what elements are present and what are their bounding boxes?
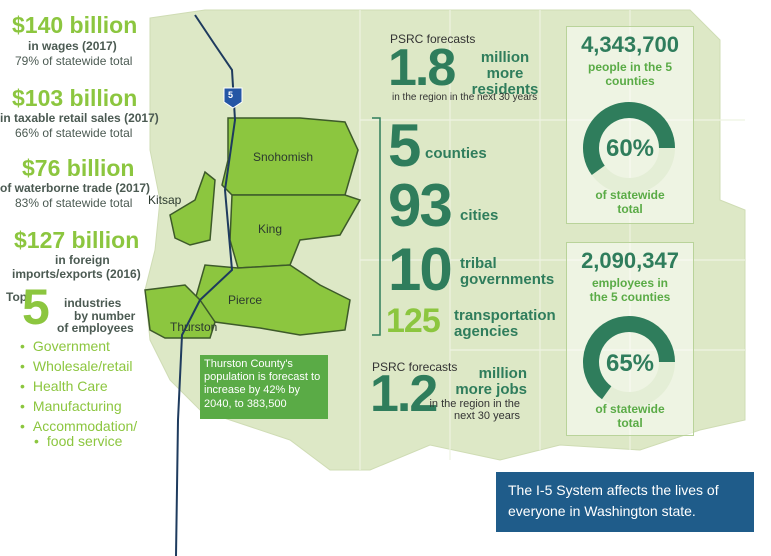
footer-banner: The I-5 System affects the lives of ever… xyxy=(496,472,754,532)
county-label: King xyxy=(258,222,283,236)
count-label: tribal governments xyxy=(460,255,555,288)
count-number: 5 xyxy=(388,112,421,179)
forecast-number: 1.2 xyxy=(370,365,438,423)
industries-desc: by number xyxy=(74,309,136,323)
box-desc: people in the 5 counties xyxy=(587,60,672,88)
i5-shield-label: 5 xyxy=(228,90,234,100)
stat-amount: $103 billion xyxy=(12,85,138,111)
forecast-source: PSRC forecasts xyxy=(372,360,458,374)
stat-share: 79% of statewide total xyxy=(15,54,133,68)
count-number: 125 xyxy=(386,302,441,340)
box-note: of statewide total xyxy=(595,188,665,216)
count-label: counties xyxy=(425,145,487,162)
forecast-unit: million more residents xyxy=(471,49,539,98)
thurston-note: Thurston County's population is forecast… xyxy=(200,355,328,419)
stat-desc: in wages (2017) xyxy=(28,39,117,53)
county-pierce xyxy=(194,264,351,336)
industry-item: Health Care xyxy=(20,378,108,394)
stat-amount: $140 billion xyxy=(12,12,138,38)
stat-amount: $127 billion xyxy=(14,227,140,253)
industry-item: Government xyxy=(20,338,110,354)
county-label: Kitsap xyxy=(148,193,182,207)
box-number: 4,343,700 xyxy=(581,32,679,57)
county-king xyxy=(229,194,362,269)
stat-share: 66% of statewide total xyxy=(15,126,133,140)
top-number: 5 xyxy=(22,279,50,335)
county-lines xyxy=(359,10,745,470)
forecast-number: 1.8 xyxy=(388,39,456,97)
forecast-unit: million more jobs xyxy=(455,365,527,398)
stat-desc: in foreign xyxy=(55,253,110,267)
county-label: Pierce xyxy=(228,293,263,307)
stat-desc: in taxable retail sales (2017) xyxy=(0,111,159,125)
bracket xyxy=(372,117,381,336)
forecast-period: in the region in the next 30 years xyxy=(429,398,520,422)
industry-item: Accommodation/ xyxy=(20,418,137,434)
count-label: transportation agencies xyxy=(454,307,556,340)
stat-desc: imports/exports (2016) xyxy=(12,267,141,281)
box-percent: 60% xyxy=(605,135,655,162)
i5-route xyxy=(175,14,237,556)
box-desc: employees in the 5 counties xyxy=(589,276,671,304)
count-number: 10 xyxy=(388,236,453,303)
gauge-arc xyxy=(583,316,675,400)
i5-shield xyxy=(223,87,243,109)
industries-desc: industries xyxy=(64,296,122,310)
county-label: Snohomish xyxy=(253,150,314,164)
gauge-arc xyxy=(583,102,675,176)
count-number: 93 xyxy=(388,172,453,239)
industry-item: Manufacturing xyxy=(20,398,122,414)
stat-desc: of waterborne trade (2017) xyxy=(0,181,151,195)
box-number: 2,090,347 xyxy=(581,248,679,273)
box-note: of statewide total xyxy=(595,402,665,430)
county-kitsap xyxy=(169,170,216,246)
forecast-period: in the region in the next 30 years xyxy=(392,92,538,103)
industry-item: food service xyxy=(34,433,122,449)
industries-desc: of employees xyxy=(57,321,134,335)
forecast-source: PSRC forecasts xyxy=(390,32,476,46)
county-thurston xyxy=(144,284,216,339)
industry-item: Wholesale/retail xyxy=(20,358,133,374)
box-percent: 65% xyxy=(605,350,655,377)
county-label: Thurston xyxy=(170,320,218,334)
stat-share: 83% of statewide total xyxy=(15,196,133,210)
count-label: cities xyxy=(460,207,499,224)
stat-amount: $76 billion xyxy=(22,155,135,181)
top-label: Top xyxy=(6,290,28,304)
